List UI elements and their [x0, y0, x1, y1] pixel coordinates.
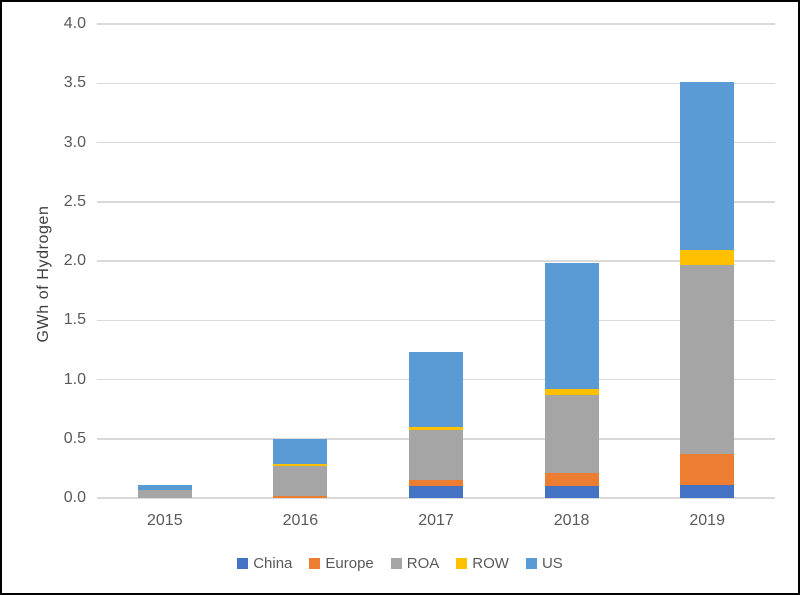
bar-2019: [639, 24, 775, 498]
x-tick-label-2019: 2019: [689, 512, 725, 529]
gridline: [97, 82, 775, 84]
legend-item-europe: Europe: [309, 555, 374, 572]
legend-item-us: US: [525, 555, 563, 572]
bar-2017: [368, 24, 504, 498]
y-tick-label: 2.0: [63, 252, 86, 269]
bar-segment-row-2017: [408, 426, 463, 431]
bar-segment-us-2019: [680, 82, 735, 251]
legend-label-row: ROW: [472, 555, 509, 572]
x-tick-label-2015: 2015: [147, 512, 183, 529]
bar-segment-europe-2019: [680, 454, 735, 485]
bar-segment-row-2018: [544, 389, 599, 395]
x-tick-label-2018: 2018: [553, 512, 590, 529]
legend-item-row: ROW: [456, 555, 509, 572]
legend-item-china: China: [237, 555, 292, 572]
legend-item-roa: ROA: [390, 555, 440, 572]
gridline: [97, 141, 775, 144]
y-tick-label: 1.5: [63, 311, 86, 329]
y-tick-label: 0.0: [63, 489, 86, 506]
plot-area: [97, 23, 775, 499]
bar-segment-roa-2016: [273, 466, 328, 496]
gridline: [97, 319, 775, 321]
bar-segment-china-2018: [544, 486, 599, 498]
bar-segment-roa-2018: [544, 394, 599, 474]
bar-segment-europe-2016: [273, 495, 328, 498]
gridline: [97, 497, 775, 499]
bar-segment-china-2019: [680, 484, 735, 498]
bar-segment-row-2019: [680, 250, 735, 265]
y-tick-label: 4.0: [63, 15, 86, 32]
y-tick-label: 1.0: [63, 370, 86, 388]
bar-2016: [233, 24, 369, 498]
bar-segment-europe-2018: [544, 473, 599, 487]
legend-label-us: US: [541, 555, 563, 572]
legend-label-china: China: [253, 555, 293, 572]
x-axis-labels: 2015 2016 2017 2018 2019: [97, 512, 775, 530]
legend-swatch-roa: [390, 558, 402, 569]
legend-swatch-us: [525, 558, 537, 569]
legend: China Europe ROA ROW US: [2, 555, 798, 572]
legend-swatch-europe: [309, 558, 321, 569]
legend-label-europe: Europe: [325, 555, 374, 572]
bar-segment-us-2015: [137, 484, 192, 490]
gridline: [97, 260, 775, 262]
bar-segment-roa-2017: [408, 430, 463, 481]
y-tick-label: 2.5: [63, 192, 86, 210]
bar-2015: [97, 24, 233, 498]
x-tick-label-2017: 2017: [418, 512, 454, 529]
legend-swatch-row: [456, 558, 468, 569]
y-tick-label: 3.0: [63, 133, 86, 151]
gridline: [97, 23, 775, 25]
bar-2018: [504, 24, 640, 498]
bar-segment-europe-2017: [408, 480, 463, 487]
y-tick-label: 0.5: [63, 429, 86, 447]
bar-segment-china-2017: [408, 486, 463, 498]
legend-label-roa: ROA: [406, 555, 440, 572]
bar-segment-roa-2019: [680, 264, 735, 455]
bar-segment-roa-2015: [137, 489, 192, 498]
x-tick-label-2016: 2016: [282, 512, 319, 529]
y-tick-label: 3.5: [63, 74, 86, 92]
legend-swatch-china: [237, 558, 249, 569]
bar-segment-us-2017: [408, 352, 463, 427]
bar-segment-us-2018: [544, 263, 599, 389]
bar-segment-us-2016: [273, 438, 328, 464]
bar-segment-row-2016: [273, 463, 328, 467]
bars: [97, 24, 775, 498]
gridline: [97, 201, 775, 203]
